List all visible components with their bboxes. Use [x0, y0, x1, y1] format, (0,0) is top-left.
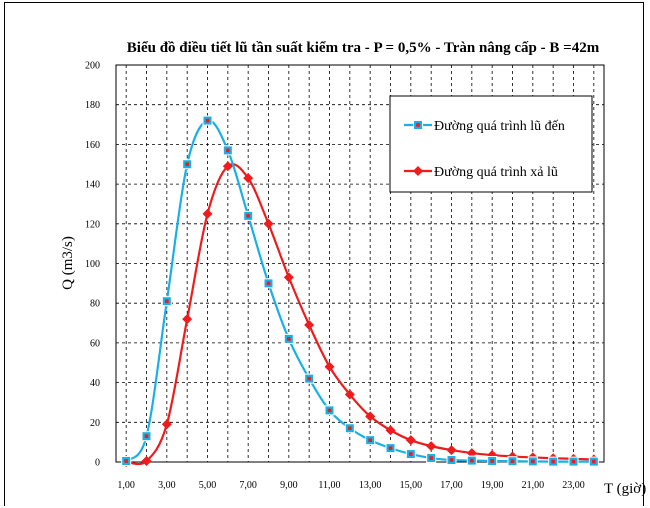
x-tick-label: 23,00 — [562, 480, 585, 491]
data-point — [466, 448, 477, 459]
data-point — [141, 456, 152, 467]
data-point-center — [388, 446, 393, 450]
data-point-center — [226, 148, 230, 153]
data-point — [405, 435, 416, 446]
legend-marker — [413, 166, 423, 176]
data-point-center — [287, 337, 291, 341]
x-tick-label: 11,00 — [318, 480, 340, 491]
data-point — [161, 419, 172, 430]
x-tick-label: 21,00 — [522, 480, 545, 491]
series-layer — [121, 115, 599, 467]
data-point — [202, 208, 213, 219]
y-tick-label: 40 — [90, 378, 100, 389]
legend-label: Đường quá trình lũ đến — [434, 119, 565, 134]
x-tick-label: 9,00 — [280, 480, 298, 491]
y-tick-label: 100 — [85, 259, 100, 270]
legend-item: Đường quá trình xả lũ — [404, 165, 558, 180]
x-tick-label: 15,00 — [400, 480, 423, 491]
legend-box — [389, 95, 593, 193]
x-tick-label: 7,00 — [239, 480, 257, 491]
legend-label: Đường quá trình xả lũ — [434, 165, 558, 180]
x-tick-label: 5,00 — [199, 480, 217, 491]
legend-item: Đường quá trình lũ đến — [404, 119, 565, 134]
x-axis-label: T (giờ) — [604, 481, 646, 497]
data-point — [263, 218, 274, 229]
x-axis-ticks: 1,00 3,00 5,00 7,00 9,00 11,00 13,00 15,00 17,00… — [117, 480, 584, 491]
y-tick-label: 0 — [95, 458, 100, 469]
data-point-center — [124, 459, 128, 463]
data-point-center — [165, 299, 169, 304]
data-point-center — [551, 459, 555, 464]
data-point-center — [205, 118, 210, 123]
chart-frame — [4, 2, 644, 506]
data-point-center — [327, 408, 332, 413]
y-axis-label: Q (m3/s) — [60, 236, 76, 290]
data-point-center — [510, 459, 515, 464]
data-point-center — [531, 459, 535, 464]
data-point-center — [409, 452, 413, 456]
series-1 — [121, 115, 599, 467]
data-point-center — [348, 426, 352, 431]
x-tick-label: 17,00 — [440, 480, 463, 491]
data-point — [426, 441, 437, 452]
x-tick-label: 13,00 — [359, 480, 382, 491]
data-point — [304, 320, 315, 331]
chart-title: Biểu đồ điều tiết lũ tần suất kiểm tra -… — [127, 40, 600, 56]
y-tick-label: 180 — [85, 100, 100, 111]
y-tick-label: 140 — [85, 180, 100, 191]
data-point — [365, 411, 376, 422]
x-tick-label: 19,00 — [481, 480, 504, 491]
data-point-center — [490, 459, 494, 463]
y-tick-label: 20 — [90, 418, 100, 429]
data-point — [385, 425, 396, 436]
data-point-center — [144, 434, 149, 438]
data-point-center — [185, 162, 189, 167]
legend-marker-center — [416, 123, 420, 127]
y-tick-label: 160 — [85, 140, 100, 151]
data-point-center — [449, 458, 454, 462]
data-point-center — [246, 214, 250, 218]
data-point — [182, 314, 193, 325]
x-tick-label: 1,00 — [117, 480, 135, 491]
data-point — [283, 272, 294, 283]
y-tick-label: 80 — [90, 299, 100, 310]
x-tick-label: 3,00 — [158, 480, 176, 491]
data-point — [446, 445, 457, 456]
data-point — [324, 361, 335, 372]
y-tick-label: 120 — [85, 219, 100, 230]
data-point-center — [266, 281, 271, 286]
legend: Đường quá trình lũ đến Đường quá trình xả… — [389, 95, 593, 193]
data-point-center — [307, 376, 311, 381]
data-point — [222, 161, 233, 172]
y-tick-label: 60 — [90, 338, 100, 349]
data-point-center — [368, 438, 372, 442]
data-point-center — [592, 459, 596, 464]
data-point — [344, 389, 355, 400]
data-point-center — [571, 459, 576, 464]
y-tick-label: 200 — [85, 61, 100, 72]
data-point-center — [470, 458, 474, 463]
data-point-center — [429, 456, 433, 460]
data-point — [243, 173, 254, 184]
y-axis-ticks: 0 20 40 60 80 100 120 140 160 180 200 — [85, 61, 100, 469]
